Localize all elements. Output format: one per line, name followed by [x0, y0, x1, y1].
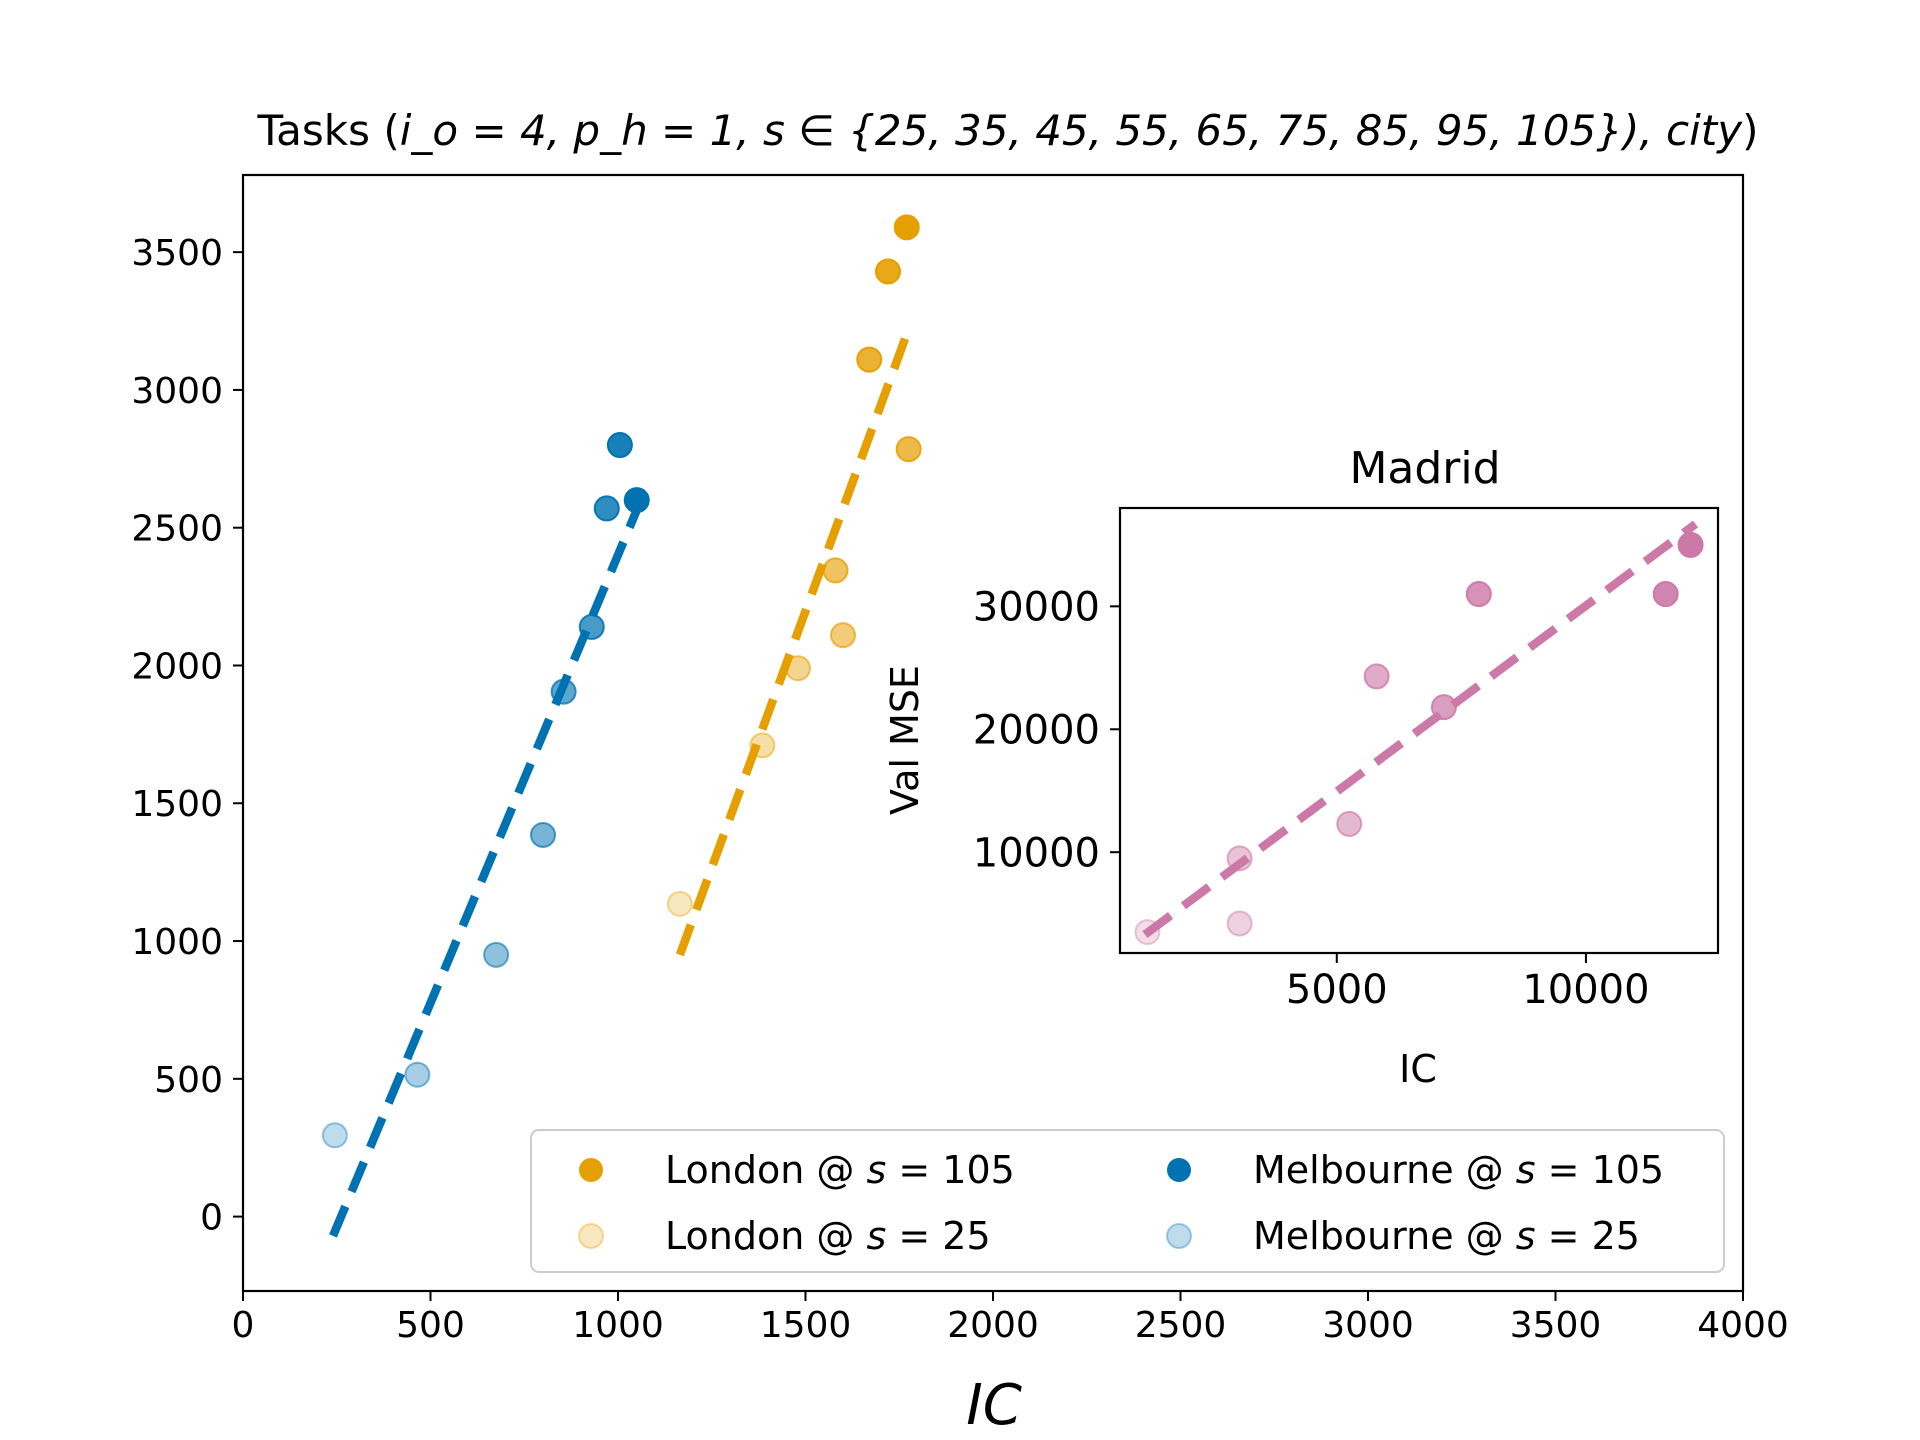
inset-point-madrid-s65	[1363, 663, 1390, 690]
legend-label-melbourne-25: Melbourne @ s = 25	[1253, 1214, 1640, 1258]
main-x-tick-label: 0	[232, 1305, 255, 1346]
main-chart-title: Tasks (i_o = 4, p_h = 1, s ∈ {25, 35, 45…	[256, 106, 1758, 155]
main-point-london-s95	[875, 258, 901, 285]
inset-plot-frame	[1118, 506, 1720, 955]
legend-marker-melbourne-25	[1166, 1223, 1192, 1249]
main-x-tick-label: 3500	[1510, 1305, 1602, 1346]
main-y-tick-label: 1000	[131, 922, 223, 963]
main-plot-area: 0 500 1000 1500 2000 2500 3000 3500 4000 0 500 1000…	[131, 173, 1789, 1346]
main-point-london-s35	[749, 732, 776, 759]
inset-y-tick-label: 10000	[973, 831, 1100, 877]
main-x-tick-label: 500	[396, 1305, 465, 1346]
legend-label-melbourne-105: Melbourne @ s = 105	[1253, 1148, 1664, 1192]
inset-point-madrid-s105	[1677, 531, 1704, 558]
main-y-tick-label: 3500	[131, 233, 223, 274]
main-point-melbourne-s85	[593, 495, 620, 522]
legend-marker-melbourne-105	[1167, 1158, 1191, 1182]
inset-x-tick-label: 5000	[1286, 967, 1388, 1013]
main-point-london-s105	[893, 214, 920, 241]
main-fit-line-london	[675, 322, 915, 957]
inset-fit-line-madrid	[1142, 520, 1699, 938]
main-point-melbourne-s75	[578, 613, 605, 640]
inset-y-tick-label: 20000	[973, 708, 1100, 754]
main-point-melbourne-s35	[404, 1061, 431, 1088]
main-point-melbourne-s25	[321, 1122, 348, 1149]
main-y-tick-label: 500	[154, 1060, 223, 1101]
main-x-tick-label: 2500	[1135, 1305, 1227, 1346]
inset-point-madrid-s95	[1652, 581, 1679, 608]
main-fit-line-melbourne	[329, 504, 643, 1238]
main-point-london-s75	[895, 436, 922, 463]
main-y-tick-label: 3000	[131, 371, 223, 412]
inset-plot-area: 5000 10000 10000 20000 30000	[973, 506, 1720, 1013]
main-y-tick-label: 2000	[131, 646, 223, 687]
inset-point-madrid-s45	[1226, 845, 1253, 872]
main-x-tick-label: 3000	[1322, 1305, 1414, 1346]
inset-chart-title: Madrid	[1349, 443, 1500, 494]
inset-point-madrid-s85	[1465, 581, 1492, 608]
main-point-melbourne-s45	[483, 941, 510, 968]
main-point-london-s85	[856, 346, 883, 373]
legend-marker-london-105	[579, 1158, 603, 1182]
main-point-melbourne-s55	[530, 821, 556, 848]
main-point-melbourne-s95	[606, 432, 633, 459]
inset-y-tick-label: 30000	[973, 585, 1100, 631]
main-x-tick-label: 4000	[1697, 1305, 1789, 1346]
main-point-london-s45	[785, 655, 811, 682]
main-point-london-s65	[822, 557, 849, 584]
legend-frame	[530, 1129, 1725, 1273]
main-point-london-s25	[666, 890, 693, 917]
inset-point-madrid-s35	[1226, 910, 1253, 937]
main-x-axis-label: IC	[966, 1373, 1022, 1438]
inset-point-madrid-s75	[1430, 694, 1457, 721]
main-x-tick-label: 1500	[760, 1305, 852, 1346]
legend: London @ s = 105 Melbourne @ s = 105 Lon…	[530, 1129, 1725, 1273]
inset-y-axis-label: Val MSE	[883, 665, 927, 815]
main-y-tick-label: 2500	[131, 509, 223, 550]
inset-point-madrid-s55	[1336, 810, 1363, 837]
inset-x-axis-label: IC	[1399, 1047, 1437, 1091]
main-x-tick-label: 1000	[572, 1305, 664, 1346]
legend-marker-london-25	[578, 1223, 604, 1249]
main-y-tick-label: 1500	[131, 784, 223, 825]
inset-point-madrid-s25	[1134, 919, 1161, 946]
main-point-london-s55	[830, 622, 856, 649]
inset-x-tick-label: 10000	[1522, 967, 1649, 1013]
legend-label-london-105: London @ s = 105	[665, 1148, 1015, 1192]
main-y-tick-label: 0	[200, 1198, 223, 1239]
legend-label-london-25: London @ s = 25	[665, 1214, 991, 1258]
main-x-tick-label: 2000	[947, 1305, 1039, 1346]
main-point-melbourne-s65	[550, 678, 577, 705]
main-point-melbourne-s105	[623, 487, 650, 514]
